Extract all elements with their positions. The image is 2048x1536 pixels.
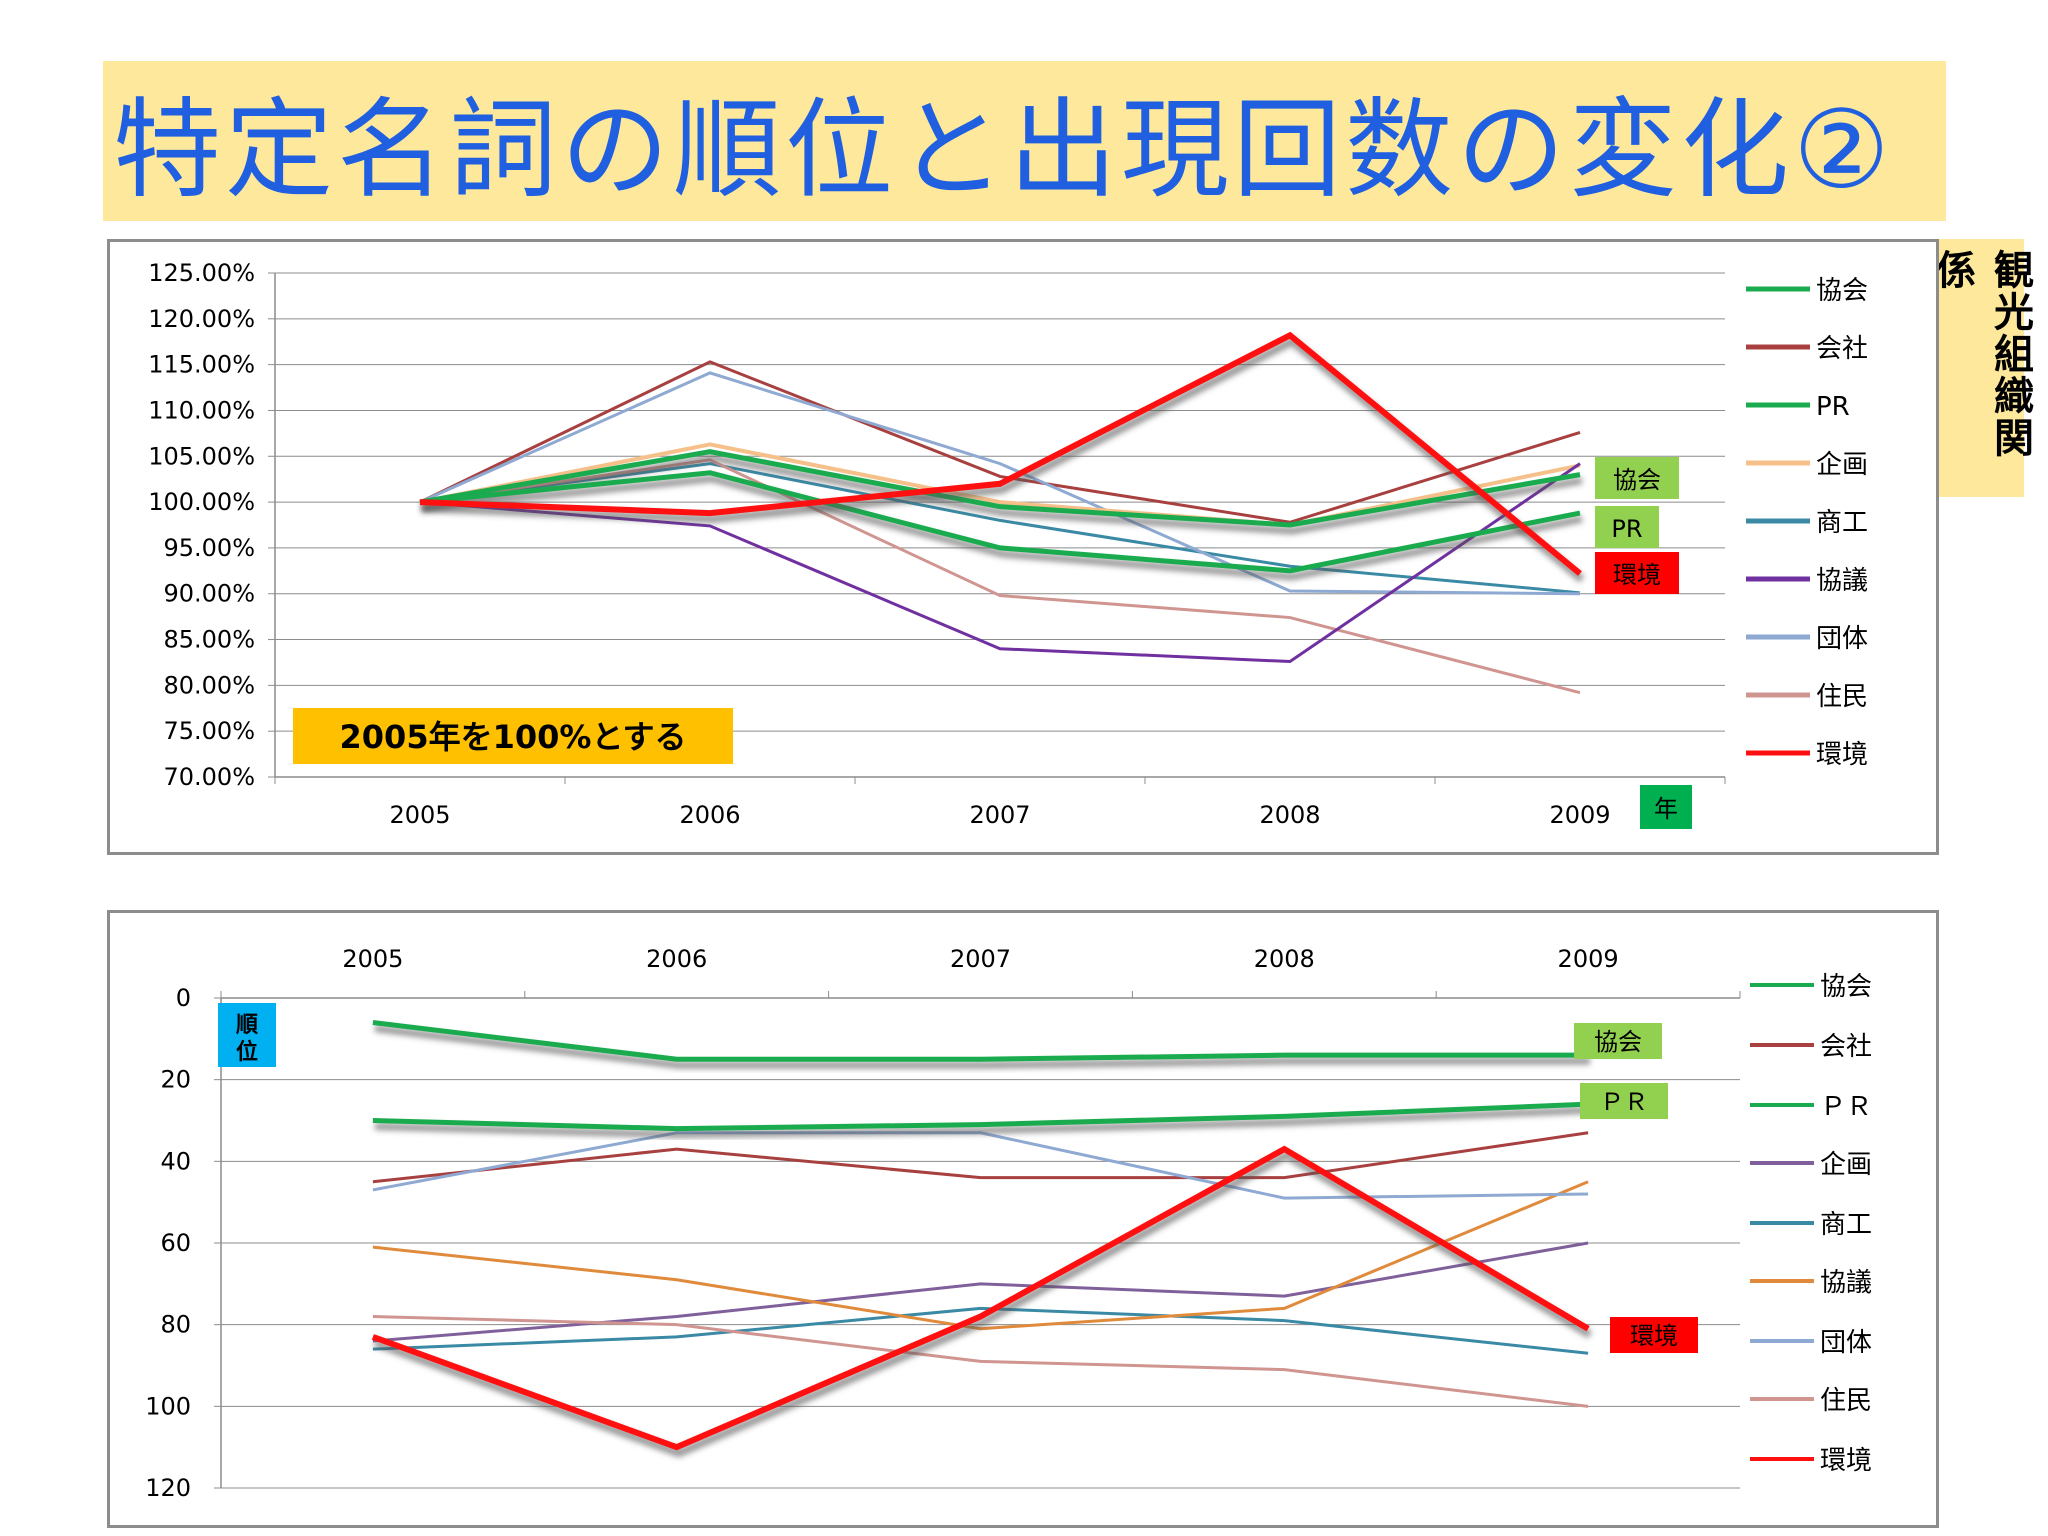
tag-box	[1610, 1317, 1698, 1353]
y-tick-label: 20	[160, 1066, 191, 1094]
series-line-3	[372, 1241, 1589, 1343]
series-line-5	[372, 1180, 1589, 1331]
y-tick-label: 100	[145, 1392, 191, 1420]
x-tick-label: 2009	[1558, 945, 1619, 973]
legend-label: ＰＲ	[1820, 1092, 1872, 1122]
x-tick-label: 2009	[1549, 801, 1610, 829]
series-shadow	[421, 475, 1583, 581]
x-tick-label: 2008	[1259, 801, 1320, 829]
legend-label: 協議	[1816, 566, 1868, 596]
series-line-3	[419, 442, 1581, 528]
title-banner: 特定名詞の順位と出現回数の変化②	[103, 61, 1946, 221]
y-tick-label: 75.00%	[163, 717, 255, 745]
tag-label: 協会	[1613, 466, 1661, 494]
legend-label: 会社	[1820, 1032, 1872, 1062]
y-tick-label: 115.00%	[148, 351, 255, 379]
legend-label: 企画	[1820, 1150, 1872, 1180]
y-tick-label: 110.00%	[148, 396, 255, 424]
rank-chart: 0 20 40 60 80 100 120 2005 2006 2007 2008 2009 協会 会社 Ｐ…	[107, 910, 1939, 1528]
y-tick-label: 85.00%	[163, 626, 255, 654]
series-line-6	[419, 371, 1581, 596]
legend-label: 団体	[1820, 1328, 1872, 1358]
x-tick-label: 2007	[969, 801, 1030, 829]
legend-label: PR	[1816, 392, 1850, 422]
x-tick-label: 2006	[646, 945, 707, 973]
side-label: 観光組織関係	[1929, 239, 2033, 497]
legend-label: 環境	[1816, 740, 1868, 770]
series-line-0	[419, 449, 1581, 528]
tag-box	[1580, 1083, 1668, 1119]
y-tick-label: 105.00%	[148, 442, 255, 470]
frequency-chart: 125.00% 120.00% 115.00% 110.00% 105.00% 100.0…	[107, 239, 1939, 855]
series-shadow	[374, 1106, 1591, 1139]
tag-box	[1595, 506, 1659, 548]
ylabel-char: 位	[236, 1039, 258, 1065]
series-shadow	[421, 454, 1583, 535]
legend-label: 住民	[1820, 1386, 1872, 1416]
legend-label: 企画	[1816, 450, 1868, 480]
series-line-1	[372, 1131, 1589, 1184]
frequency-chart-svg: 125.00% 120.00% 115.00% 110.00% 105.00% 100.0…	[148, 259, 1868, 829]
x-tick-label: 2005	[342, 945, 403, 973]
legend-label: 商工	[1816, 508, 1868, 538]
series-shadow	[421, 336, 1585, 583]
ylabel-char: 順	[236, 1013, 259, 1038]
series-line-0	[372, 1020, 1589, 1062]
x-tick-label: 2008	[1254, 945, 1315, 973]
legend-label: 協会	[1820, 972, 1872, 1002]
series-line-8	[371, 1145, 1590, 1451]
legend-label: 環境	[1820, 1446, 1872, 1476]
x-tick-label: 2007	[950, 945, 1011, 973]
y-tick-label: 90.00%	[163, 580, 255, 608]
note-box	[293, 708, 733, 764]
ylabel-box	[218, 1003, 276, 1067]
series-line-1	[419, 360, 1581, 524]
tag-label: 協会	[1594, 1028, 1642, 1056]
series-shadow	[373, 1150, 1593, 1458]
y-tick-label: 120.00%	[148, 305, 255, 333]
y-tick-label: 70.00%	[163, 763, 255, 791]
tag-box	[1574, 1023, 1662, 1059]
y-tick-label: 125.00%	[148, 259, 255, 287]
tag-label: PR	[1611, 515, 1642, 543]
tag-box	[1595, 457, 1679, 499]
y-tick-label: 0	[176, 984, 191, 1012]
tag-box	[1640, 785, 1692, 829]
legend-label: 協議	[1820, 1268, 1872, 1298]
series-line-2	[372, 1101, 1589, 1132]
y-tick-label: 40	[160, 1147, 191, 1175]
y-tick-label: 100.00%	[148, 488, 255, 516]
y-tick-label: 80.00%	[163, 671, 255, 699]
tag-box	[1595, 552, 1679, 594]
tag-label: 環境	[1613, 561, 1661, 589]
y-tick-label: 60	[160, 1229, 191, 1257]
x-tick-label: 2005	[389, 801, 450, 829]
series-line-4	[372, 1306, 1589, 1355]
legend-label: 会社	[1816, 334, 1868, 364]
y-tick-label: 80	[160, 1311, 191, 1339]
side-label-text: 観光組織関係	[1929, 249, 2033, 459]
series-line-2	[419, 470, 1581, 574]
series-line-8	[419, 331, 1582, 576]
page-title: 特定名詞の順位と出現回数の変化②	[113, 88, 1894, 213]
x-tick-label: 2006	[679, 801, 740, 829]
legend-label: 協会	[1816, 276, 1868, 306]
legend-label: 団体	[1816, 624, 1868, 654]
note-text: 2005年を100%とする	[340, 718, 687, 756]
y-tick-label: 95.00%	[163, 534, 255, 562]
series-line-7	[372, 1315, 1589, 1408]
y-tick-label: 120	[145, 1474, 191, 1502]
series-shadow	[374, 1025, 1591, 1069]
legend-label: 商工	[1820, 1210, 1872, 1240]
tag-label: ＰＲ	[1600, 1088, 1648, 1116]
series-line-6	[372, 1131, 1589, 1200]
tag-label: 年	[1654, 795, 1678, 823]
legend-label: 住民	[1816, 682, 1868, 712]
tag-label: 環境	[1630, 1322, 1678, 1350]
